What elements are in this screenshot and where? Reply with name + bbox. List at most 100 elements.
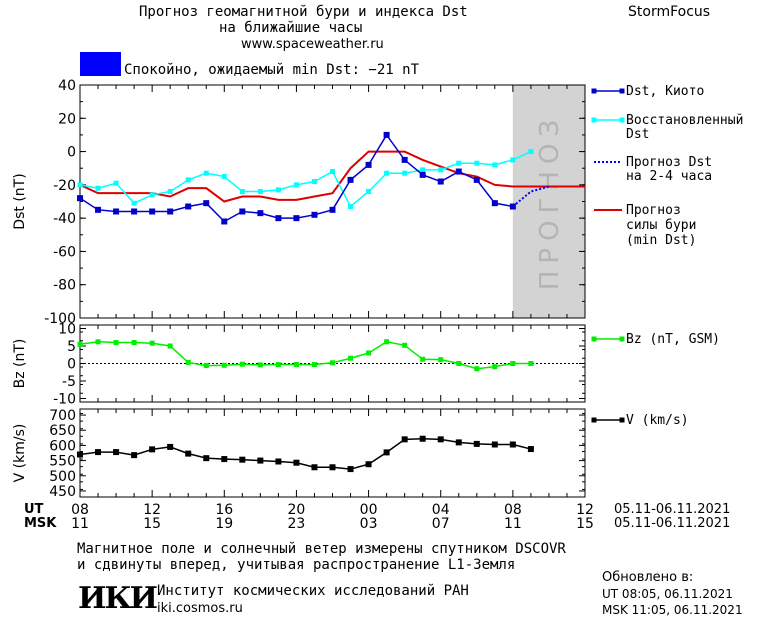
y-tick-label: 700: [49, 408, 76, 424]
bz-point: [77, 341, 83, 347]
v-point: [329, 464, 336, 471]
dst-restored-point: [293, 182, 299, 188]
storm-forecast-line: [79, 150, 585, 203]
bz-point: [528, 361, 534, 366]
dst-kyoto-point: [491, 200, 498, 207]
y-tick-label: 10: [58, 322, 76, 338]
dst-restored-point: [113, 180, 119, 186]
dst-restored-point: [149, 192, 155, 198]
bz-point: [131, 340, 137, 345]
v-point: [257, 457, 264, 464]
v-point: [221, 456, 228, 463]
bz-point: [311, 362, 317, 368]
y-tick-label: -5: [62, 374, 76, 390]
legend-dst-restored: Восстановленный: [626, 113, 744, 128]
bz-point: [474, 366, 480, 372]
updated-ut: UT 08:05, 06.11.2021: [602, 587, 733, 601]
dst-restored-point: [239, 189, 245, 195]
msk-tick-label: 03: [360, 516, 378, 532]
chart-title: Прогноз геомагнитной бури и индекса Dst: [139, 4, 468, 20]
legend-v-glyph-marker: [591, 417, 597, 423]
bz-point: [221, 362, 227, 368]
legend-v-glyph-marker: [619, 417, 625, 423]
dst-kyoto-point: [221, 218, 228, 225]
legend-storm-forecast: Прогноз: [626, 203, 681, 218]
msk-tick-label: 07: [432, 516, 450, 532]
dst-restored-point: [275, 187, 281, 193]
dst-restored-point: [185, 177, 191, 183]
dst-restored-point: [420, 167, 426, 173]
bz-point: [203, 363, 209, 369]
dst-kyoto-point: [437, 178, 444, 185]
legend-dst-restored-2: Dst: [626, 127, 650, 142]
msk-tick-label: 23: [288, 516, 306, 532]
dst-restored-point: [510, 157, 516, 163]
dst-kyoto-line: [79, 133, 513, 223]
v-point: [239, 456, 246, 463]
v-point: [203, 455, 210, 462]
v-point: [509, 441, 516, 448]
dst-kyoto-point: [383, 131, 390, 138]
v-point: [77, 451, 83, 458]
msk-tick-label: 11: [504, 516, 522, 532]
status-text: Спокойно, ожидаемый min Dst: −21 nT: [124, 62, 420, 78]
forecast-label: ПРОГНОЗ: [535, 113, 565, 290]
y-axis-label: Dst (nT): [12, 173, 28, 229]
v-point: [149, 446, 156, 453]
v-point: [491, 441, 498, 448]
dst-restored-point: [474, 160, 480, 166]
dst-restored-point: [221, 174, 227, 180]
v-point: [311, 464, 318, 471]
y-tick-label: 450: [49, 484, 76, 500]
site-url[interactable]: www.spaceweather.ru: [241, 37, 384, 52]
v-point: [365, 461, 372, 468]
bz-point: [275, 362, 281, 368]
bz-point: [239, 361, 245, 367]
dst-kyoto-point: [419, 171, 426, 178]
dst-kyoto-point: [455, 168, 462, 175]
bz-point: [293, 362, 299, 368]
v-point: [167, 443, 174, 450]
dst-restored-line: [79, 150, 532, 208]
bz-point: [95, 339, 101, 345]
v-point: [113, 449, 120, 456]
legend-bz-glyph-marker: [591, 336, 597, 342]
y-tick-label: 5: [67, 339, 76, 355]
y-tick-label: -40: [53, 211, 76, 227]
v-point: [347, 466, 354, 473]
legend-bz: Bz (nT, GSM): [626, 332, 720, 347]
bz-point: [330, 360, 335, 366]
bz-point: [438, 357, 444, 363]
panel-frame-0: [79, 84, 586, 319]
institute-url[interactable]: iki.cosmos.ru: [157, 601, 243, 616]
y-tick-label: -100: [44, 311, 76, 327]
v-point: [293, 459, 300, 466]
ut-tick-label: 08: [504, 502, 522, 518]
legend-restored-glyph-marker: [591, 117, 597, 123]
ut-tick-label: 12: [143, 502, 161, 518]
bz-point: [366, 350, 372, 356]
y-tick-label: -20: [53, 178, 76, 194]
status-color-box: [80, 52, 121, 76]
dst-kyoto-point: [203, 200, 210, 207]
footer-note-1: Магнитное поле и солнечный ветер измерен…: [77, 541, 566, 557]
dst-restored-point: [95, 185, 101, 191]
dst-restored-point: [402, 170, 408, 176]
dst-restored-point: [492, 162, 498, 168]
v-point: [383, 449, 390, 456]
bz-point: [348, 355, 354, 361]
dst-kyoto-point: [257, 210, 264, 217]
bz-point: [149, 340, 155, 346]
forecast-region: [512, 85, 585, 318]
ut-tick-label: 04: [432, 502, 450, 518]
bz-point: [113, 340, 119, 345]
bz-point: [492, 364, 498, 370]
dst-kyoto-point: [185, 203, 192, 210]
bz-point: [167, 343, 173, 349]
y-tick-label: 0: [67, 357, 76, 373]
brand-name: StormFocus: [628, 4, 711, 20]
bz-point: [510, 361, 516, 366]
dst-kyoto-point: [473, 176, 480, 183]
bz-point: [384, 339, 390, 345]
